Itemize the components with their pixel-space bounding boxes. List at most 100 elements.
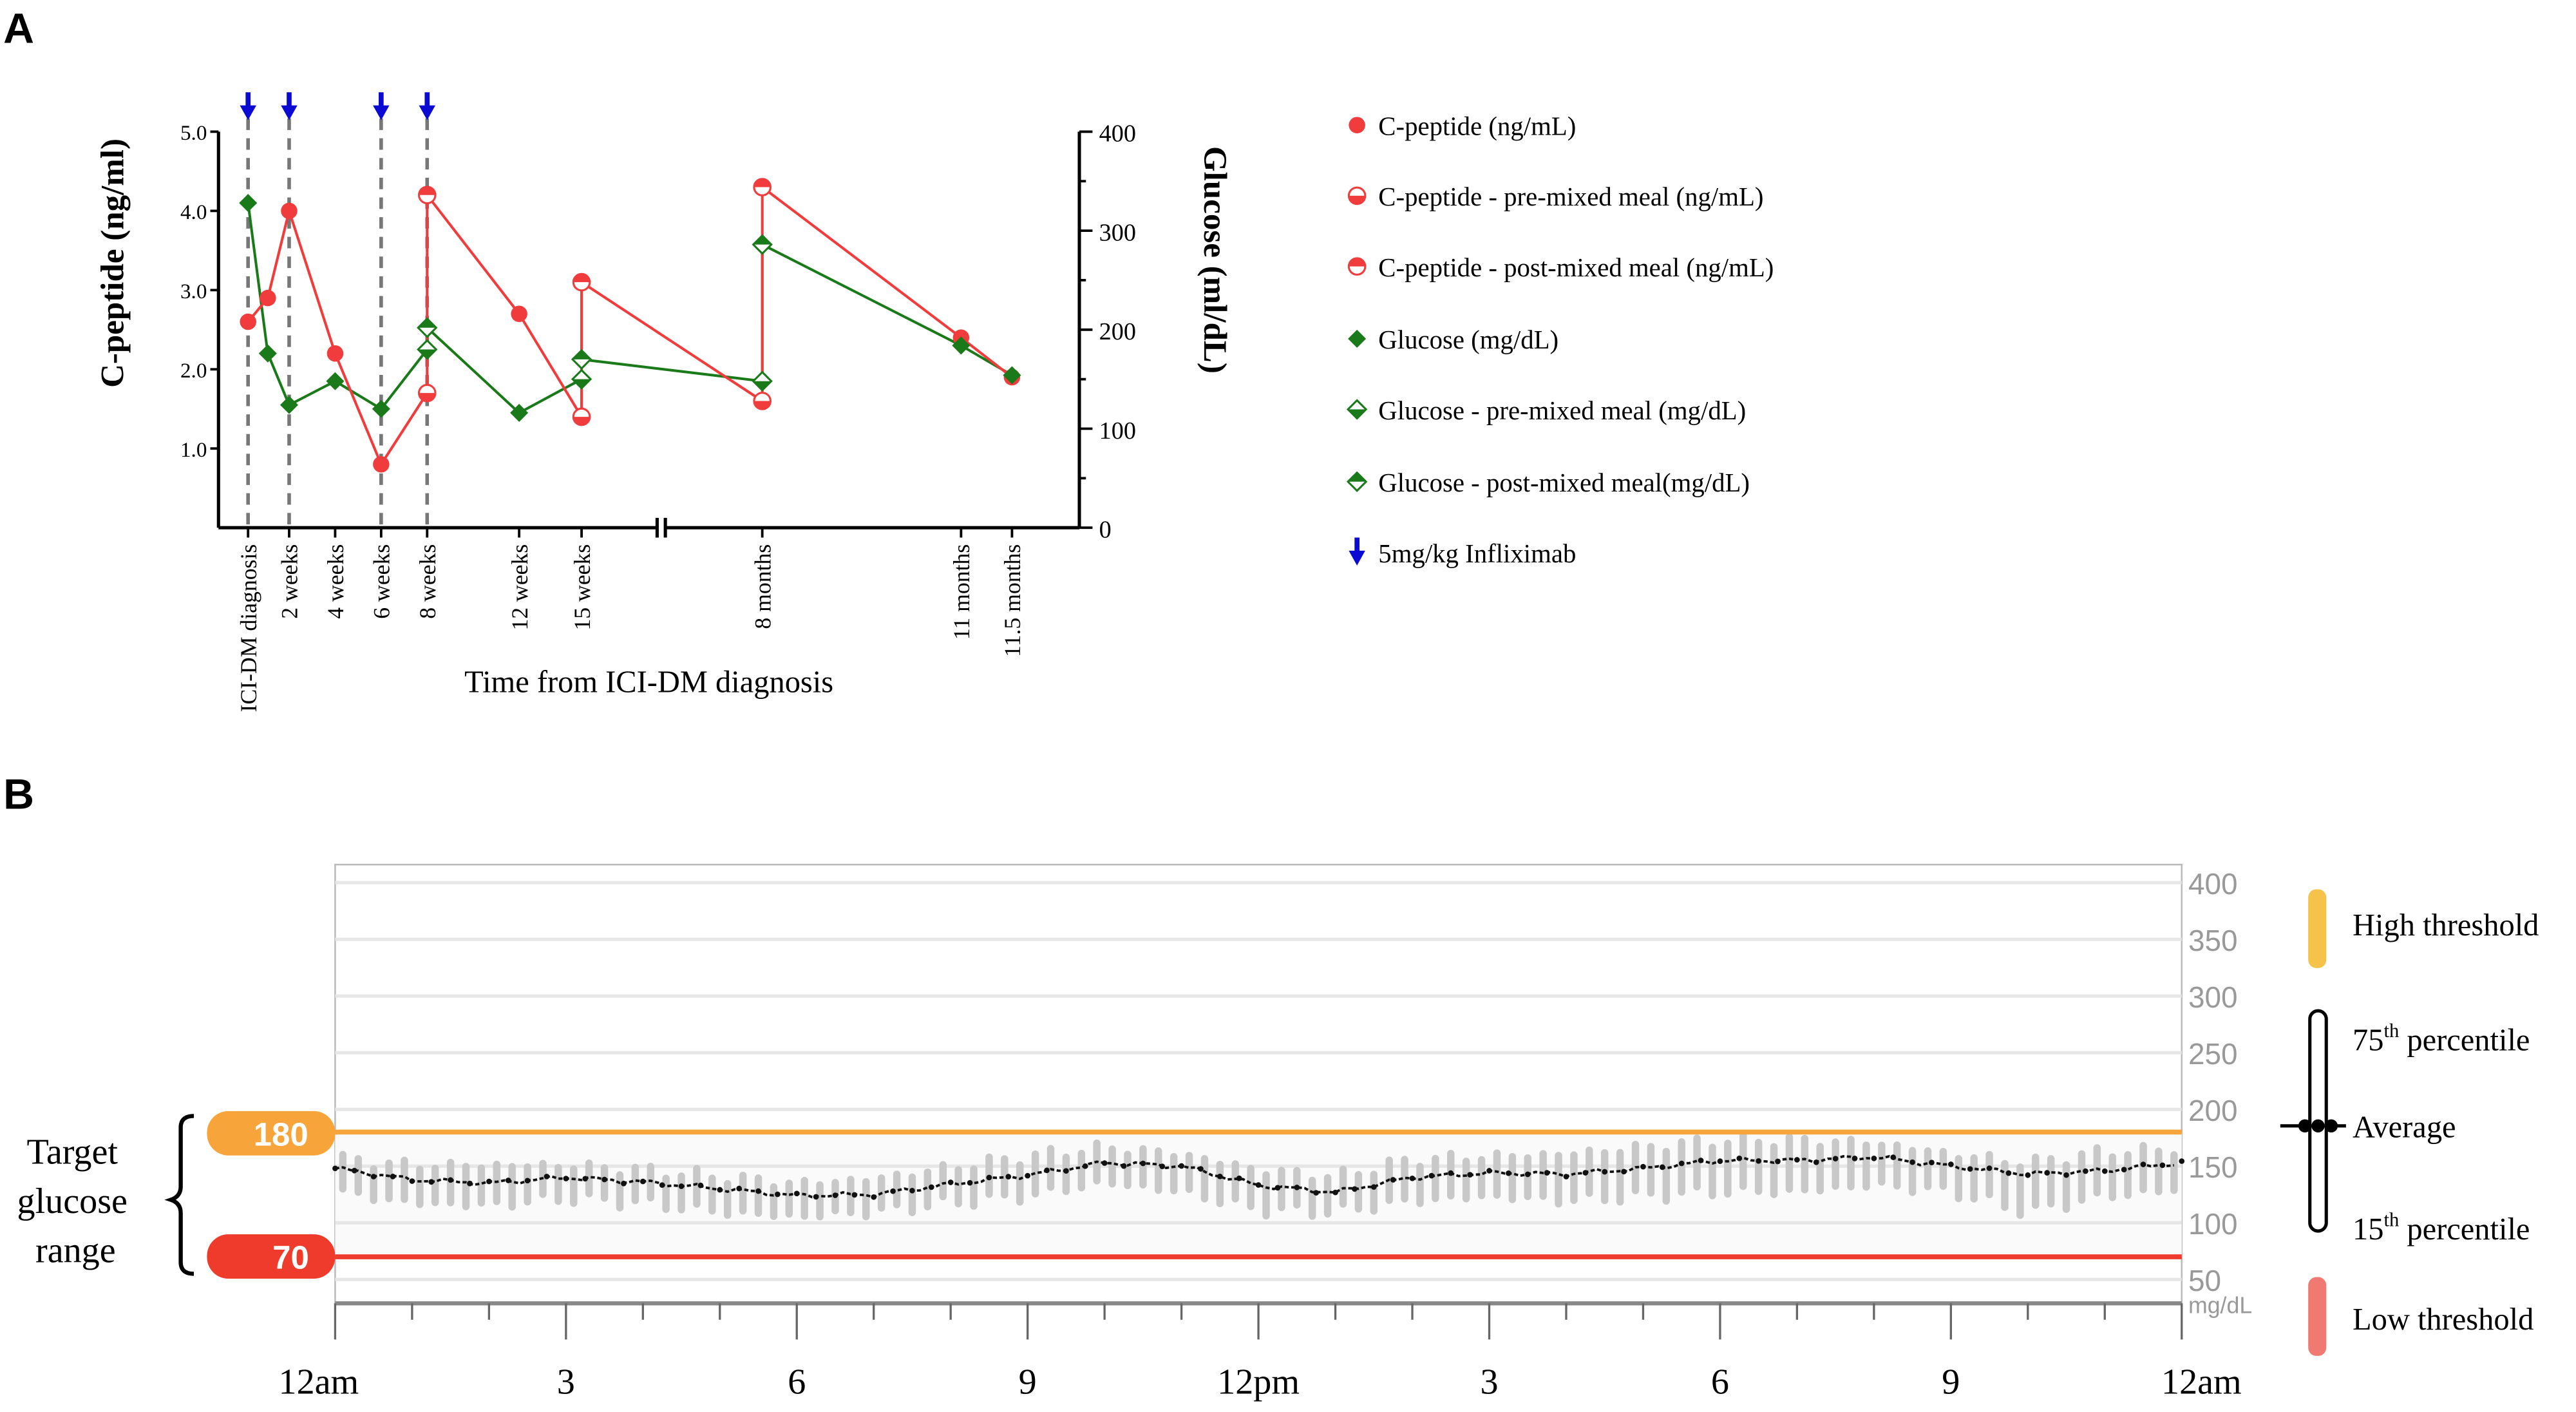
data-point-series-2-fill [419, 187, 436, 195]
average-point [1217, 1173, 1223, 1179]
y-unit-label: mg/dL [2188, 1293, 2252, 1319]
legend-marker-3 [1348, 329, 1367, 348]
data-point-series-0 [260, 289, 276, 307]
data-point-series-0 [281, 202, 298, 220]
x-tick-label: 11 months [949, 544, 974, 640]
average-swatch-dot [2324, 1119, 2338, 1132]
average-point [793, 1190, 800, 1197]
data-point-series-5-fill [753, 235, 772, 245]
average-point [1621, 1169, 1627, 1175]
data-point-series-3 [510, 403, 529, 422]
average-point [467, 1180, 473, 1187]
data-point-series-3 [326, 372, 345, 390]
panel-b-label: B [3, 770, 34, 818]
average-point [1890, 1154, 1897, 1160]
average-point [1236, 1175, 1242, 1181]
y-tick-label: 250 [2188, 1037, 2238, 1071]
legend-15th-percentile: 15th percentile [2353, 1208, 2530, 1246]
data-point-series-5-fill [573, 350, 591, 359]
average-point [1390, 1177, 1396, 1183]
x-tick-label: 6 [1711, 1362, 1729, 1402]
y-tick-label: 150 [2188, 1150, 2238, 1184]
y-left-tick-label: 1.0 [180, 438, 207, 462]
average-swatch-dot [2298, 1119, 2312, 1132]
average-point [370, 1174, 377, 1179]
average-point [1909, 1159, 1915, 1165]
data-point-series-0 [511, 305, 527, 322]
y-right-tick-label: 0 [1099, 517, 1112, 544]
average-point [2101, 1168, 2108, 1174]
average-point [409, 1178, 415, 1184]
y-left-tick-label: 3.0 [180, 280, 207, 303]
y-right-tick-label: 300 [1099, 219, 1136, 246]
average-point [1063, 1168, 1069, 1174]
average-point [1198, 1166, 1204, 1172]
legend-marker-2-fill [1349, 258, 1365, 267]
data-point-series-3 [258, 344, 277, 363]
data-point-series-0 [240, 313, 256, 330]
average-point [1409, 1175, 1416, 1181]
average-point [755, 1188, 761, 1194]
average-point [1967, 1166, 1973, 1172]
target-label-line1: Target [27, 1132, 118, 1172]
average-point [1544, 1170, 1550, 1176]
average-point [601, 1176, 607, 1183]
legend-marker-0 [1349, 117, 1365, 133]
average-point [1179, 1163, 1184, 1169]
average-point [1659, 1164, 1665, 1170]
average-point [2121, 1167, 2127, 1173]
average-point [2179, 1158, 2185, 1164]
low-threshold-value: 70 [272, 1239, 309, 1276]
average-point [428, 1179, 435, 1185]
glucose-line [247, 202, 1013, 415]
target-label-line3: range [35, 1231, 116, 1271]
average-point [544, 1174, 550, 1179]
average-point [1563, 1174, 1569, 1179]
y-axis-left-label: C-peptide (ng/ml) [95, 138, 131, 388]
average-point [1140, 1160, 1146, 1167]
y-tick-label: 300 [2188, 980, 2238, 1014]
average-point [1582, 1170, 1589, 1176]
legend-label: C-peptide - post-mixed meal (ng/mL) [1378, 253, 1774, 282]
panel-a: A 1.0 2.0 3.0 4.0 5.0 0 100 200 300 400 ICI-DM dia… [3, 5, 1774, 712]
average-point [909, 1187, 915, 1194]
average-line [335, 1155, 2174, 1199]
x-tick-label: 12am [279, 1362, 359, 1402]
average-point [1159, 1163, 1166, 1170]
average-point [2025, 1172, 2031, 1178]
average-point [2063, 1172, 2069, 1178]
target-bracket [164, 1114, 194, 1276]
average-point [1852, 1156, 1858, 1161]
x-tick-label: 9 [1019, 1362, 1037, 1402]
x-tick-label: 6 [788, 1362, 806, 1402]
y-right-tick-label: 100 [1099, 417, 1136, 444]
x-tick-label: 9 [1942, 1362, 1960, 1402]
average-point [1370, 1184, 1377, 1190]
legend-average: Average [2353, 1111, 2456, 1145]
average-point [448, 1177, 453, 1183]
y-tick-label: 350 [2188, 924, 2238, 957]
data-point-series-4-fill [418, 349, 437, 359]
average-point [563, 1176, 569, 1181]
average-point [1948, 1161, 1954, 1167]
average-point [1082, 1163, 1088, 1169]
average-point [2140, 1161, 2146, 1167]
legend-label: Glucose (mg/dL) [1378, 325, 1558, 354]
panel-a-legend: C-peptide (ng/mL) C-peptide - pre-mixed m… [1346, 112, 1774, 568]
x-tick-label: 12am [2161, 1362, 2242, 1402]
x-tick-label: 11.5 months [999, 544, 1025, 657]
average-point [2044, 1170, 2050, 1176]
average-point [582, 1176, 589, 1182]
average-point [1813, 1159, 1819, 1165]
legend-label: Glucose - pre-mixed meal (mg/dL) [1378, 396, 1746, 425]
x-tick-label: 8 months [750, 544, 775, 629]
panel-a-label: A [3, 5, 34, 53]
average-point [1313, 1190, 1320, 1196]
y-right-tick-label: 200 [1099, 318, 1136, 345]
average-point [1025, 1172, 1030, 1179]
average-point [928, 1184, 934, 1190]
average-point [351, 1167, 357, 1174]
average-point [1352, 1186, 1358, 1192]
